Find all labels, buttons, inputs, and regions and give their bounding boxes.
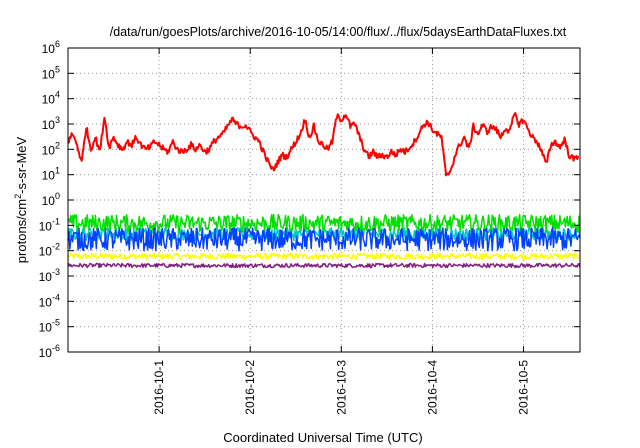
y-tick-label: 10-1 <box>39 216 60 233</box>
y-tick-label-base: 10 <box>42 42 56 56</box>
y-tick-label: 10-2 <box>39 242 60 259</box>
y-tick-label-base: 10 <box>42 143 56 157</box>
y-tick-label: 103 <box>42 115 60 132</box>
y-tick-label-exp: -3 <box>52 267 60 277</box>
series-line <box>67 252 581 261</box>
y-tick-label-exp: 5 <box>55 64 60 74</box>
grid-lines <box>68 48 580 352</box>
y-tick-label-base: 10 <box>42 194 56 208</box>
y-tick-label-base: 10 <box>39 295 53 309</box>
y-tick-label-base: 10 <box>42 169 56 183</box>
x-tick-label: 2016-10-3 <box>334 360 348 415</box>
y-axis-label-pre: protons/cm <box>14 199 29 263</box>
x-tick-label: 2016-10-4 <box>425 360 439 415</box>
plot-area <box>67 112 581 269</box>
series-line <box>67 112 580 177</box>
x-axis-ticks: 2016-10-1 2016-10-2 2016-10-3 2016-10-4 2016… <box>152 48 531 415</box>
series-line <box>67 262 581 269</box>
y-tick-label-exp: 3 <box>55 115 60 125</box>
y-tick-label: 101 <box>42 166 60 183</box>
y-tick-label-exp: -6 <box>52 343 60 353</box>
y-tick-label-exp: -1 <box>52 216 60 226</box>
y-tick-label-base: 10 <box>39 346 53 360</box>
y-tick-label-base: 10 <box>39 219 53 233</box>
y-axis-label-sup: 2 <box>13 194 23 199</box>
y-tick-label-exp: -5 <box>52 318 60 328</box>
y-tick-label: 10-6 <box>39 343 60 360</box>
x-axis-label: Coordinated Universal Time (UTC) <box>223 430 422 445</box>
series-line <box>67 227 581 252</box>
y-tick-label-base: 10 <box>39 270 53 284</box>
y-tick-label-exp: -2 <box>52 242 60 252</box>
x-tick-label: 2016-10-5 <box>517 360 531 415</box>
y-tick-label: 104 <box>42 90 60 107</box>
x-tick-label: 2016-10-1 <box>152 360 166 415</box>
y-tick-label-base: 10 <box>39 245 53 259</box>
x-tick-label: 2016-10-2 <box>243 360 257 415</box>
y-tick-label-exp: 1 <box>55 166 60 176</box>
y-tick-label-exp: 0 <box>55 191 60 201</box>
y-tick-label-base: 10 <box>42 93 56 107</box>
y-axis-label-post: -s-sr-MeV <box>14 136 29 193</box>
y-tick-label-base: 10 <box>39 321 53 335</box>
y-tick-label: 10-3 <box>39 267 60 284</box>
y-tick-label: 100 <box>42 191 60 208</box>
y-tick-label: 105 <box>42 64 60 81</box>
y-tick-label: 10-4 <box>39 292 60 309</box>
y-axis-ticks: 10-610-510-410-310-210-11001011021031041… <box>39 39 580 360</box>
y-tick-label: 102 <box>42 140 60 157</box>
y-tick-label: 106 <box>42 39 60 56</box>
y-tick-label: 10-5 <box>39 318 60 335</box>
y-axis-label: protons/cm2-s-sr-MeV <box>13 136 29 263</box>
y-tick-label-exp: -4 <box>52 292 60 302</box>
chart-title: /data/run/goesPlots/archive/2016-10-05/1… <box>110 25 567 39</box>
y-tick-label-exp: 2 <box>55 140 60 150</box>
y-tick-label-exp: 6 <box>55 39 60 49</box>
y-tick-label-base: 10 <box>42 67 56 81</box>
y-tick-label-exp: 4 <box>55 90 60 100</box>
y-tick-label-base: 10 <box>42 118 56 132</box>
